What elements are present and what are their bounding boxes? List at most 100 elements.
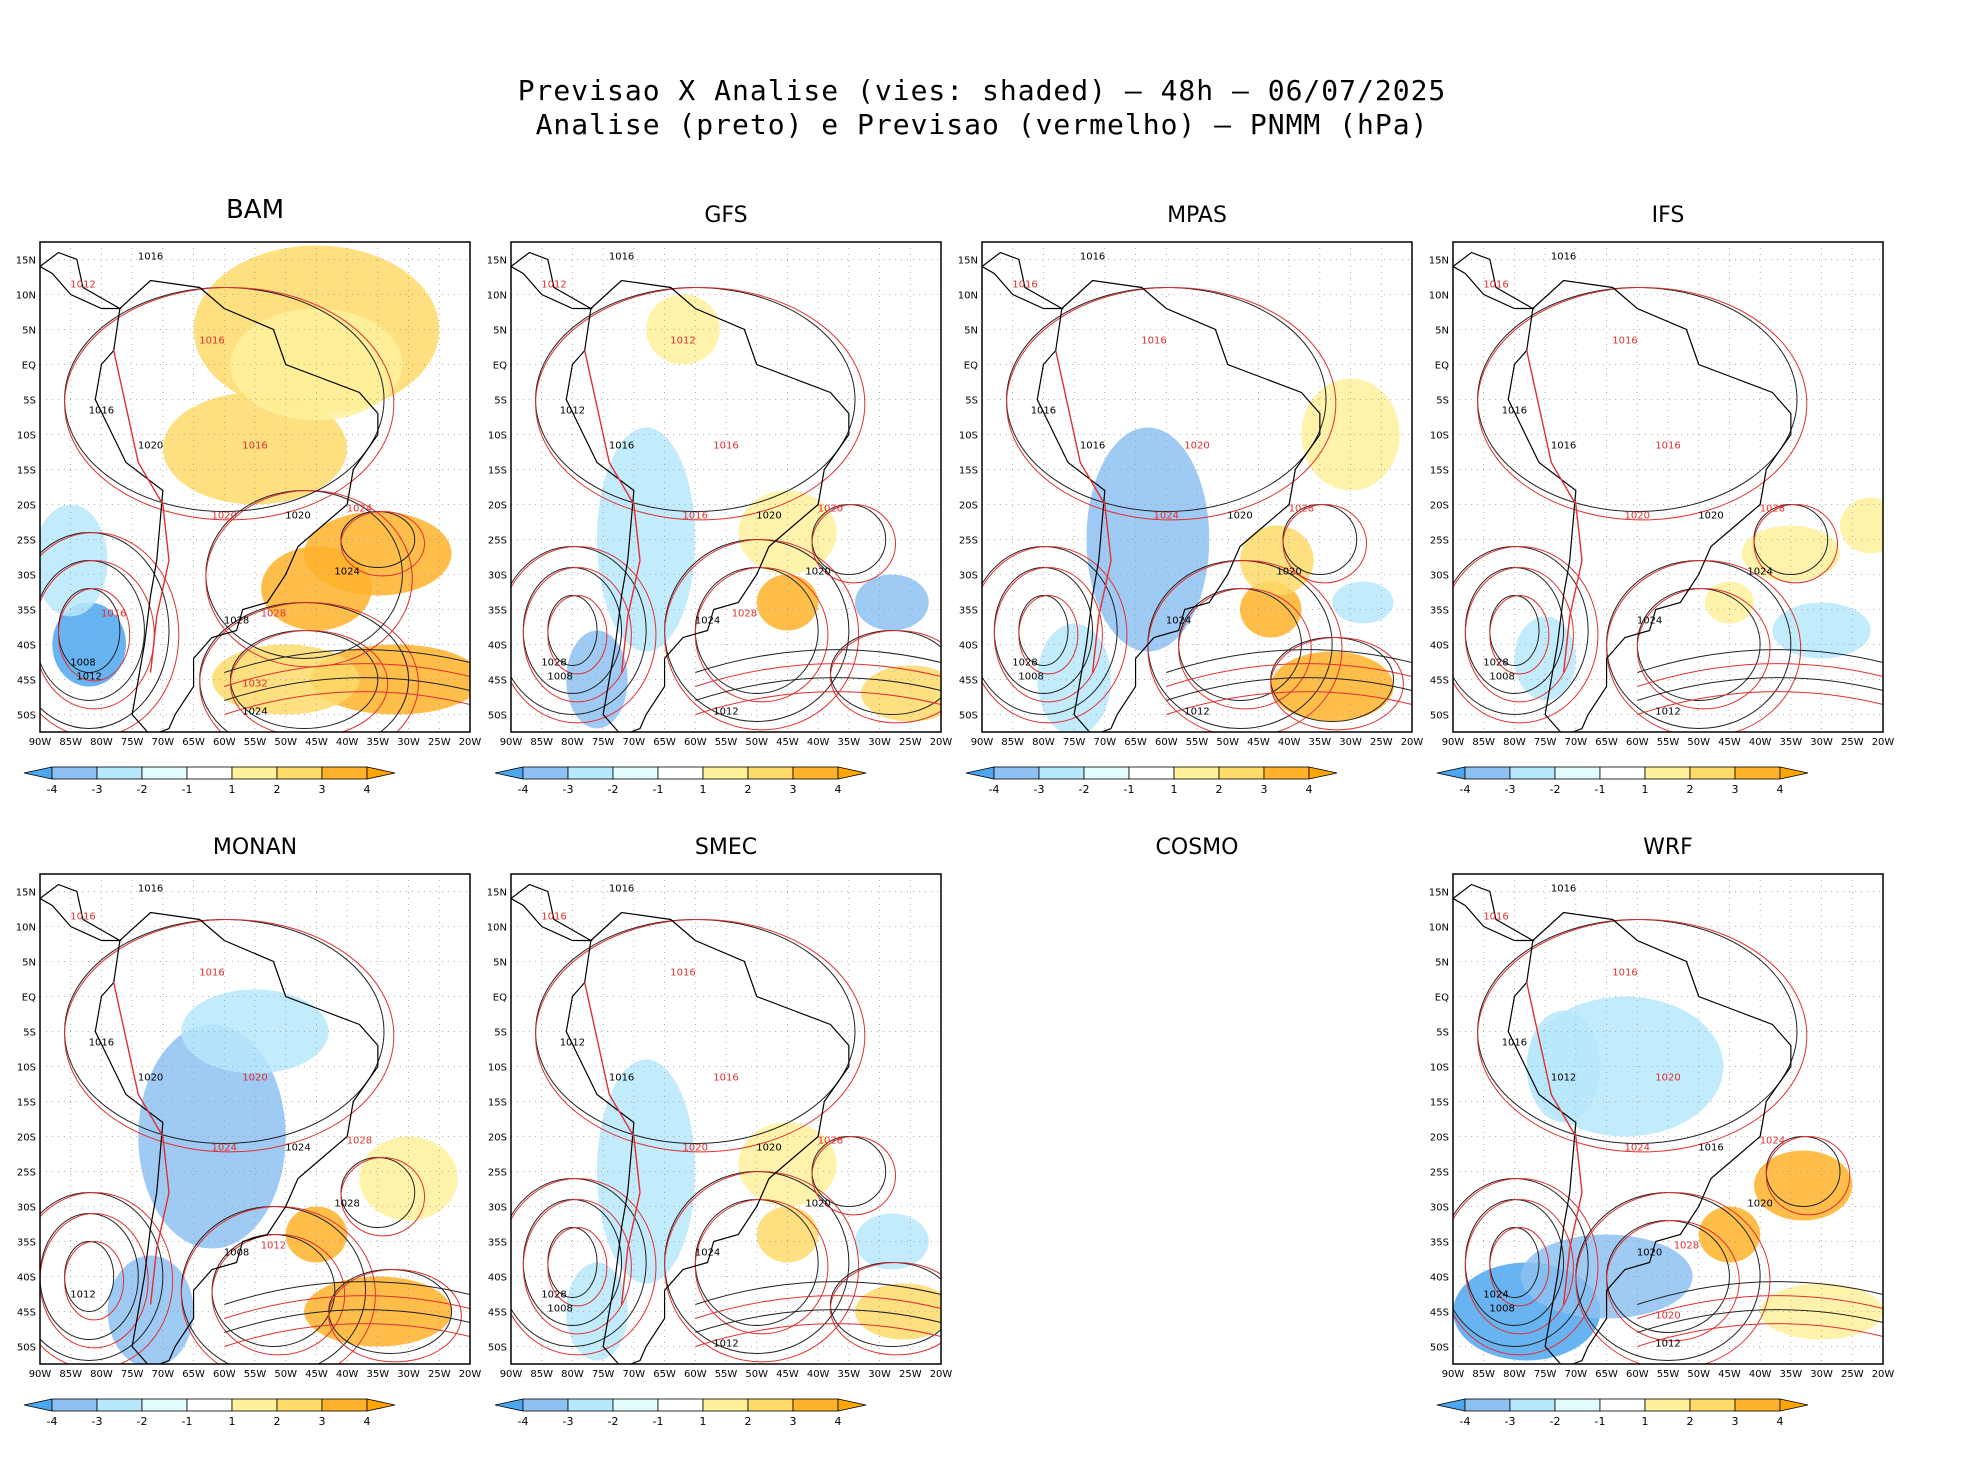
pressure-contours — [1453, 287, 1883, 732]
lon-tick-label: 85W — [1472, 737, 1495, 748]
bias-area — [597, 1059, 696, 1284]
colorbar-label: -3 — [1034, 783, 1045, 796]
forecast-contour-label: 1016 — [199, 968, 224, 979]
analysis-contour-label: 1016 — [1698, 1143, 1723, 1154]
forecast-isobar — [1453, 546, 1599, 724]
colorbar-label: -4 — [518, 783, 529, 796]
colorbar-label: -3 — [1505, 1415, 1516, 1428]
lon-tick-label: 85W — [530, 737, 553, 748]
lon-tick-label: 40W — [336, 737, 359, 748]
lon-tick-label: 50W — [1687, 737, 1710, 748]
isobar-line — [695, 691, 941, 715]
forecast-isobar — [64, 1241, 125, 1321]
colorbar-label: -2 — [137, 783, 148, 796]
lat-tick-label: 30S — [17, 571, 36, 582]
isobar-line — [695, 1323, 941, 1347]
colorbar-label: 3 — [790, 783, 797, 796]
lon-tick-label: 40W — [807, 737, 830, 748]
colorbar-arrow-high — [837, 766, 867, 780]
colorbar: -4 -3 -2 -1 1 2 3 4 — [1436, 1398, 1809, 1428]
lon-tick-label: 75W — [121, 737, 144, 748]
panel-svg: COSMO — [1156, 835, 1239, 860]
isobar-line — [1637, 1281, 1883, 1305]
colorbar-label: -4 — [518, 1415, 529, 1428]
colorbar-segment — [96, 1398, 143, 1412]
south-america-outline — [1507, 911, 1792, 1364]
lat-tick-label: 20S — [959, 501, 978, 512]
lat-tick-label: 20S — [1430, 1133, 1449, 1144]
forecast-contour-label: 1020 — [1184, 441, 1209, 452]
forecast-isobar — [1453, 1178, 1599, 1356]
lon-tick-label: 60W — [684, 1369, 707, 1380]
lat-tick-label: 35S — [17, 1238, 36, 1249]
colorbar-label: -1 — [653, 783, 664, 796]
forecast-contour-label: 1028 — [818, 1136, 843, 1147]
lat-tick-label: 45S — [959, 676, 978, 687]
lon-tick-label: 30W — [868, 1369, 891, 1380]
analysis-contour-label: 1016 — [89, 406, 114, 417]
lon-tick-label: 75W — [592, 737, 615, 748]
lon-tick-label: 90W — [500, 737, 523, 748]
colorbar-label: 2 — [274, 1415, 281, 1428]
colorbar-label: 4 — [835, 1415, 842, 1428]
forecast-isobar — [993, 567, 1103, 703]
analysis-contour-label: 1024 — [1747, 567, 1772, 578]
lon-tick-label: 55W — [1186, 737, 1209, 748]
colorbar-segment — [1038, 766, 1085, 780]
colorbar-label: -4 — [47, 1415, 58, 1428]
analysis-contour-label: 1028 — [224, 616, 249, 627]
lat-tick-label: 5N — [964, 326, 978, 337]
coastline — [982, 251, 1321, 732]
isobar-line — [1166, 663, 1412, 687]
colorbar: -4 -3 -2 -1 1 2 3 4 — [494, 1398, 867, 1428]
colorbar-label: -4 — [989, 783, 1000, 796]
lon-tick-label: 80W — [90, 1369, 113, 1380]
colorbar-label: 4 — [364, 1415, 371, 1428]
lon-tick-label: 45W — [305, 737, 328, 748]
lon-tick-label: 25W — [1370, 737, 1393, 748]
lat-tick-label: 15N — [958, 256, 978, 267]
colorbar-segment — [657, 1398, 704, 1412]
lon-tick-label: 60W — [1155, 737, 1178, 748]
lon-tick-label: 40W — [1749, 737, 1772, 748]
lat-tick-label: 35S — [488, 1238, 507, 1249]
central-america-outline — [40, 251, 123, 310]
andes-contours — [1526, 982, 1583, 1305]
pressure-contours — [511, 287, 941, 731]
colorbar-segment — [1464, 1398, 1511, 1412]
colorbar-label: -4 — [47, 783, 58, 796]
lat-tick-label: 15N — [16, 256, 36, 267]
central-america-outline — [511, 883, 594, 942]
forecast-contour-label: 1016 — [101, 609, 126, 620]
lon-tick-label: 60W — [684, 737, 707, 748]
bias-area — [646, 294, 720, 365]
bias-area — [359, 1136, 458, 1221]
lon-tick-label: 65W — [1124, 737, 1147, 748]
andes-contours — [1055, 350, 1112, 673]
forecast-contour-label: 1016 — [1612, 968, 1637, 979]
bias-area — [861, 665, 941, 722]
isobar-line — [695, 1309, 941, 1333]
lon-tick-label: 85W — [530, 1369, 553, 1380]
lon-tick-label: 85W — [1472, 1369, 1495, 1380]
colorbar-segment — [1734, 1398, 1781, 1412]
colorbar-segment — [747, 1398, 794, 1412]
lat-tick-label: 50S — [17, 711, 36, 722]
lon-tick-label: 40W — [1278, 737, 1301, 748]
lon-tick-label: 45W — [1718, 737, 1741, 748]
lon-tick-label: 70W — [623, 1369, 646, 1380]
forecast-isobar — [211, 1234, 346, 1356]
lat-tick-label: 5N — [1435, 326, 1449, 337]
colorbar-segment — [1509, 766, 1556, 780]
forecast-contour-label: 1012 — [670, 336, 695, 347]
analysis-contour-label: 1028 — [541, 1290, 566, 1301]
colorbar-segment — [141, 1398, 188, 1412]
lat-tick-label: 10S — [17, 1063, 36, 1074]
colorbar: -4 -3 -2 -1 1 2 3 4 — [965, 766, 1338, 796]
lon-tick-label: 65W — [653, 737, 676, 748]
analysis-contour-label: 1024 — [1483, 1290, 1508, 1301]
forecast-contour-label: 1016 — [713, 441, 738, 452]
colorbar-label: 4 — [1777, 783, 1784, 796]
lon-tick-label: 50W — [1216, 737, 1239, 748]
isobar-line — [224, 677, 470, 701]
